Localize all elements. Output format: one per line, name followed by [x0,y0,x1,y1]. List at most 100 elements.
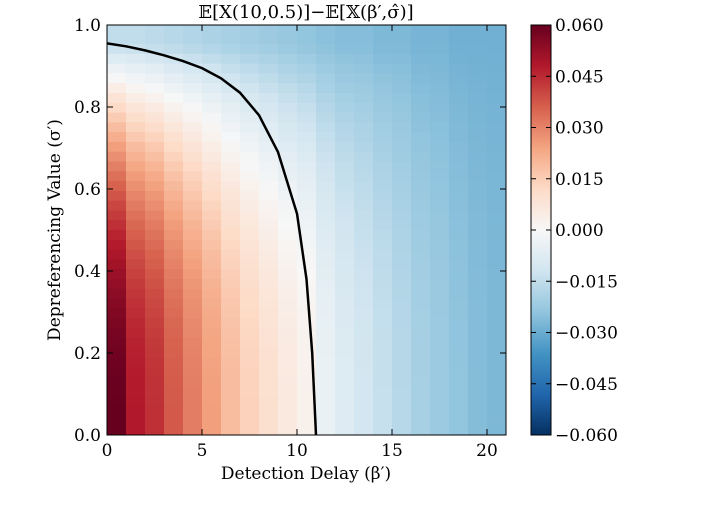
heatmap-cell [221,111,241,123]
heatmap-cell [126,268,146,279]
heatmap-cell [145,160,165,172]
y-axis-label: Depreferencing Value (σ′) [45,119,65,341]
heatmap-cell [449,317,469,328]
heatmap-cell [240,229,260,240]
heatmap-cell [183,180,203,191]
heatmap-cell [164,268,184,279]
heatmap-cell [240,395,260,407]
heatmap-cell [354,72,374,84]
heatmap-cell [240,356,260,368]
heatmap-cell [335,307,355,319]
heatmap-cell [164,63,184,74]
heatmap-cell [278,219,298,231]
heatmap-cell [373,249,393,260]
colorbar-tick-label: 0.045 [555,67,604,87]
heatmap-cell [202,395,222,407]
heatmap-cell [430,229,450,240]
heatmap-cell [145,111,165,123]
heatmap-cell [107,219,127,231]
heatmap-cell [354,209,374,221]
heatmap-cell [297,307,317,319]
heatmap-cell [183,92,203,103]
heatmap-cell [107,425,127,435]
heatmap-cell [145,53,165,64]
heatmap-cell [259,327,279,338]
heatmap-cell [107,327,127,338]
heatmap-cell [316,25,336,45]
heatmap-cell [411,268,431,279]
heatmap-cell [183,209,203,221]
heatmap-cell [316,258,336,270]
heatmap-cell [468,327,488,338]
heatmap-cell [202,376,222,387]
heatmap-cell [145,278,165,289]
heatmap-cell [392,288,412,299]
heatmap-cell [202,219,222,231]
heatmap-cell [487,405,506,417]
heatmap-cell [468,376,488,387]
colorbar-tick-label: 0.060 [555,16,604,36]
heatmap-cell [449,200,469,211]
heatmap-cell [259,288,279,299]
heatmap-cell [487,356,506,368]
heatmap-cell [430,72,450,84]
heatmap-cell [487,425,506,435]
heatmap-cell [259,415,279,426]
heatmap-cell [221,376,241,387]
heatmap-cell [145,327,165,338]
heatmap-cell [468,82,488,93]
heatmap-cell [145,307,165,319]
heatmap-cell [221,258,241,270]
heatmap-cell [335,200,355,211]
heatmap-cell [392,268,412,279]
heatmap-cell [145,386,165,397]
heatmap-cell [278,239,298,250]
x-tick-label: 10 [286,441,308,461]
heatmap-cell [221,307,241,319]
heatmap-cell [335,258,355,270]
heatmap-cell [316,405,336,417]
heatmap-cell [316,111,336,123]
heatmap-cell [354,307,374,319]
heatmap-cell [145,288,165,299]
heatmap-cell [145,425,165,435]
heatmap-cell [392,297,412,309]
heatmap-cell [411,337,431,348]
heatmap-cell [411,180,431,191]
heatmap-cell [202,151,222,162]
heatmap-cell [392,53,412,64]
heatmap-cell [107,229,127,240]
heatmap-cell [183,170,203,182]
heatmap-cell [107,151,127,162]
heatmap-cell [221,327,241,338]
heatmap-cell [278,425,298,435]
heatmap-cell [487,327,506,338]
heatmap-cell [449,229,469,240]
heatmap-cell [430,395,450,407]
heatmap-cell [240,82,260,93]
heatmap-cell [373,200,393,211]
heatmap-cell [373,63,393,74]
heatmap-cell [335,229,355,240]
heatmap-cell [240,337,260,348]
heatmap-cell [126,376,146,387]
heatmap-cell [107,239,127,250]
heatmap-cell [145,43,165,54]
heatmap-cell [468,386,488,397]
heatmap-cell [145,317,165,328]
heatmap-cell [335,239,355,250]
heatmap-cell [468,180,488,191]
heatmap-cell [373,376,393,387]
heatmap-cell [278,63,298,74]
heatmap-cell [297,111,317,123]
heatmap-cell [411,200,431,211]
heatmap-cell [468,72,488,84]
heatmap-cell [430,170,450,182]
heatmap-cell [316,317,336,328]
heatmap-cell [335,53,355,64]
heatmap-cell [221,219,241,231]
heatmap-cell [373,53,393,64]
heatmap-cell [259,366,279,377]
heatmap-cell [297,258,317,270]
